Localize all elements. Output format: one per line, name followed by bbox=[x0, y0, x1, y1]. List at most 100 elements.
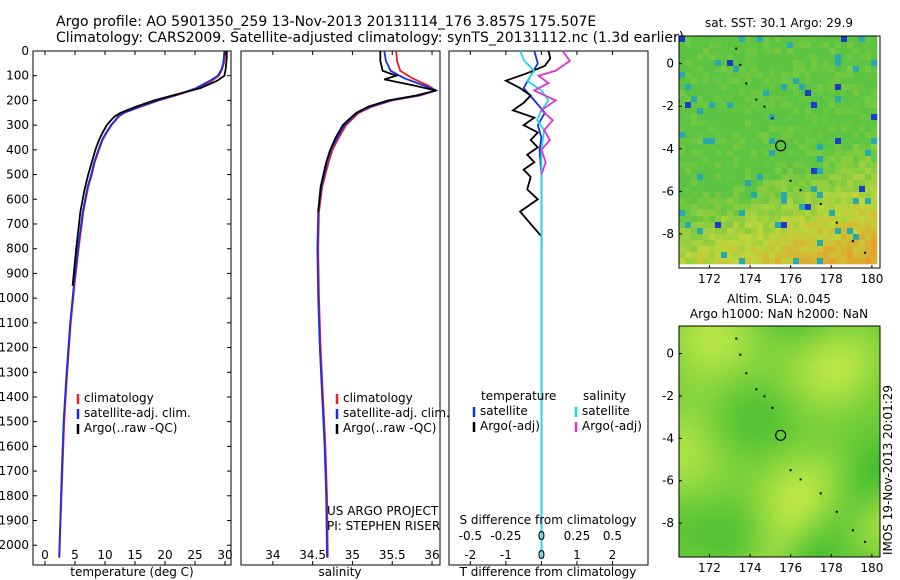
map-cell bbox=[691, 329, 695, 333]
map-cell bbox=[685, 371, 689, 375]
map-cell bbox=[694, 335, 698, 339]
map-cell bbox=[691, 66, 698, 73]
map-cell bbox=[697, 440, 701, 444]
map-cell bbox=[751, 180, 758, 187]
map-cell bbox=[712, 425, 716, 429]
map-cell bbox=[793, 54, 800, 61]
map-cell bbox=[730, 350, 734, 354]
map-cell bbox=[679, 362, 683, 366]
map-cell bbox=[781, 246, 788, 253]
map-cell bbox=[700, 401, 704, 405]
map-cell bbox=[826, 440, 830, 444]
map-cell bbox=[811, 240, 818, 247]
map-cell bbox=[727, 410, 731, 414]
map-cell bbox=[691, 443, 695, 447]
map-cell bbox=[727, 482, 731, 486]
map-cell bbox=[829, 78, 836, 85]
map-cell bbox=[859, 138, 866, 145]
map-cell bbox=[859, 452, 863, 456]
map-cell bbox=[787, 452, 791, 456]
map-cell bbox=[745, 329, 749, 333]
map-cell bbox=[874, 470, 878, 474]
map-cell bbox=[823, 425, 827, 429]
map-cell bbox=[802, 374, 806, 378]
map-cell bbox=[814, 470, 818, 474]
map-cell bbox=[745, 102, 752, 109]
map-cell bbox=[727, 54, 734, 61]
map-cell bbox=[790, 389, 794, 393]
map-cell bbox=[766, 365, 770, 369]
map-cell bbox=[703, 222, 710, 229]
map-cell bbox=[817, 389, 821, 393]
map-cell bbox=[829, 428, 833, 432]
map-cell bbox=[733, 332, 737, 336]
map-cell bbox=[733, 452, 737, 456]
map-cell bbox=[856, 416, 860, 420]
map-cell bbox=[862, 476, 866, 480]
map-cell bbox=[877, 395, 881, 399]
map-cell bbox=[745, 464, 749, 468]
map-cell bbox=[817, 144, 824, 151]
map-cell bbox=[697, 404, 701, 408]
map-cell bbox=[682, 326, 686, 330]
map-cell bbox=[733, 413, 737, 417]
map-cell bbox=[868, 443, 872, 447]
map-cell bbox=[679, 174, 686, 181]
map-cell bbox=[757, 461, 761, 465]
map-cell bbox=[754, 407, 758, 411]
map-cell bbox=[832, 443, 836, 447]
map-cell bbox=[868, 401, 872, 405]
map-cell bbox=[841, 347, 845, 351]
map-cell bbox=[793, 482, 797, 486]
map-cell bbox=[757, 258, 764, 265]
map-cell bbox=[769, 132, 776, 139]
map-cell bbox=[688, 467, 692, 471]
map-cell bbox=[769, 174, 776, 181]
map-cell bbox=[790, 461, 794, 465]
map-cell bbox=[751, 365, 755, 369]
y-tick-label: 1900 bbox=[0, 514, 29, 528]
map-cell bbox=[877, 359, 881, 363]
x-tick-label: 35.5 bbox=[379, 548, 406, 562]
map-cell bbox=[736, 449, 740, 453]
map-cell bbox=[865, 395, 869, 399]
map-cell bbox=[772, 401, 776, 405]
map-cell bbox=[712, 479, 716, 483]
map-cell bbox=[733, 102, 740, 109]
map-cell bbox=[817, 437, 821, 441]
map-cell bbox=[721, 102, 728, 109]
map-cell bbox=[766, 473, 770, 477]
map-cell bbox=[745, 395, 749, 399]
map-cell bbox=[763, 365, 767, 369]
map-cell bbox=[847, 383, 851, 387]
map-cell bbox=[769, 383, 773, 387]
map-cell bbox=[718, 380, 722, 384]
map-cell bbox=[877, 404, 881, 408]
map-cell bbox=[727, 443, 731, 447]
map-cell bbox=[745, 66, 752, 73]
map-cell bbox=[817, 392, 821, 396]
map-cell bbox=[691, 60, 698, 67]
map-cell bbox=[733, 326, 737, 330]
map-cell bbox=[832, 344, 836, 348]
map-cell bbox=[685, 102, 692, 109]
map-cell bbox=[871, 54, 878, 61]
map-cell bbox=[775, 335, 779, 339]
map-cell bbox=[733, 386, 737, 390]
map-cell bbox=[805, 434, 809, 438]
map-cell bbox=[751, 258, 758, 265]
map-cell bbox=[787, 437, 791, 441]
map-cell bbox=[829, 392, 833, 396]
map-cell bbox=[709, 90, 716, 97]
map-cell bbox=[835, 464, 839, 468]
map-cell bbox=[712, 350, 716, 354]
map-cell bbox=[808, 374, 812, 378]
map-cell bbox=[832, 407, 836, 411]
map-cell bbox=[799, 350, 803, 354]
map-cell bbox=[820, 359, 824, 363]
map-cell bbox=[706, 350, 710, 354]
map-cell bbox=[760, 401, 764, 405]
map-cell bbox=[853, 252, 860, 259]
map-cell bbox=[682, 359, 686, 363]
map-cell bbox=[751, 422, 755, 426]
